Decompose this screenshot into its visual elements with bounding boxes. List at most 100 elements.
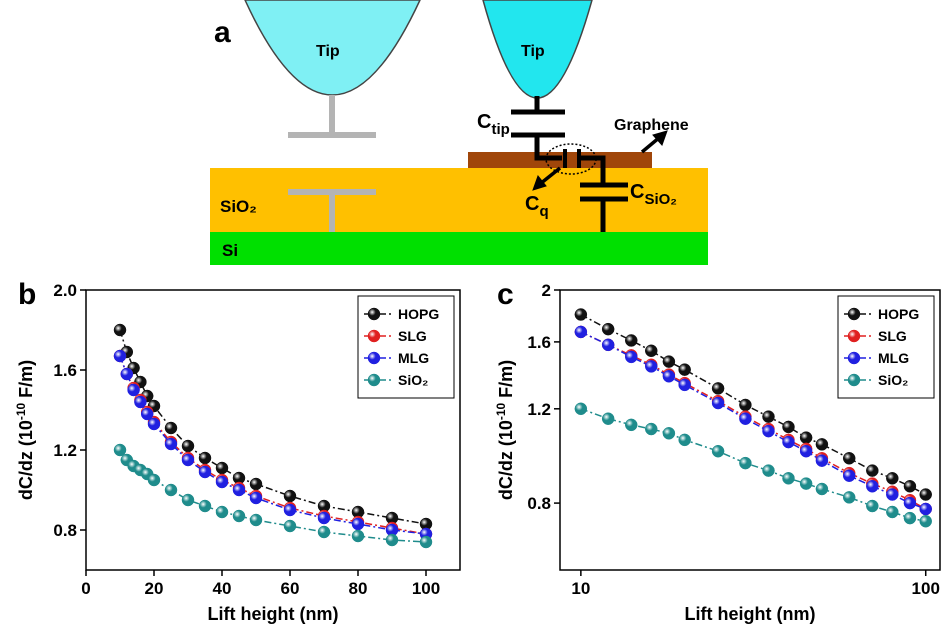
x-tick-label: 10 bbox=[571, 579, 590, 598]
data-point bbox=[128, 384, 140, 396]
y-tick-label: 1.2 bbox=[53, 441, 77, 460]
data-point bbox=[199, 466, 211, 478]
y-tick-label: 2.0 bbox=[53, 281, 77, 300]
c-sub: q bbox=[539, 203, 548, 220]
data-point bbox=[352, 530, 364, 542]
data-point bbox=[782, 436, 794, 448]
data-point bbox=[886, 489, 898, 501]
data-point bbox=[762, 411, 774, 423]
panel-label: a bbox=[214, 16, 231, 49]
y-tick-label: 1.2 bbox=[527, 400, 551, 419]
data-point bbox=[216, 506, 228, 518]
data-point bbox=[420, 536, 432, 548]
data-point bbox=[739, 457, 751, 469]
data-point bbox=[625, 351, 637, 363]
legend-label: SiO₂ bbox=[878, 372, 908, 388]
c-main: C bbox=[525, 193, 539, 215]
y-tick-label: 0.8 bbox=[53, 521, 77, 540]
c-tip-label: Ctip bbox=[477, 111, 510, 138]
data-point bbox=[114, 350, 126, 362]
data-point bbox=[800, 478, 812, 490]
data-point bbox=[762, 425, 774, 437]
data-point bbox=[663, 370, 675, 382]
y-label-sup: -10 bbox=[14, 402, 28, 420]
data-point bbox=[386, 534, 398, 546]
data-point bbox=[250, 514, 262, 526]
data-point bbox=[148, 418, 160, 430]
data-point bbox=[318, 512, 330, 524]
data-point bbox=[679, 379, 691, 391]
y-label-part: F/m) bbox=[16, 360, 36, 403]
data-point bbox=[352, 518, 364, 530]
tip-label: Tip bbox=[521, 43, 545, 60]
data-point bbox=[712, 382, 724, 394]
data-point bbox=[250, 492, 262, 504]
data-point bbox=[148, 474, 160, 486]
y-tick-label: 1.6 bbox=[527, 333, 551, 352]
diagram: a Tip Tip Ctip Graphene Cq CSiO₂ Si bbox=[210, 0, 708, 265]
data-point bbox=[182, 440, 194, 452]
legend-label: MLG bbox=[878, 350, 909, 366]
legend-marker bbox=[368, 374, 380, 386]
data-point bbox=[645, 345, 657, 357]
data-point bbox=[762, 465, 774, 477]
data-point bbox=[645, 423, 657, 435]
data-point bbox=[800, 445, 812, 457]
data-point bbox=[284, 504, 296, 516]
data-point bbox=[575, 326, 587, 338]
data-point bbox=[712, 397, 724, 409]
y-label-part: F/m) bbox=[496, 360, 516, 403]
si-label: Si bbox=[222, 241, 238, 260]
data-point bbox=[679, 434, 691, 446]
data-point bbox=[712, 445, 724, 457]
data-point bbox=[575, 309, 587, 321]
data-point bbox=[182, 494, 194, 506]
legend-label: HOPG bbox=[878, 306, 919, 322]
data-point bbox=[134, 396, 146, 408]
c-sub: SiO₂ bbox=[644, 191, 677, 208]
data-point bbox=[816, 483, 828, 495]
y-tick-label: 1.6 bbox=[53, 361, 77, 380]
x-tick-label: 80 bbox=[349, 579, 368, 598]
data-point bbox=[663, 427, 675, 439]
x-axis-label: Lift height (nm) bbox=[208, 604, 339, 624]
data-point bbox=[602, 413, 614, 425]
data-point bbox=[679, 364, 691, 376]
data-point bbox=[782, 472, 794, 484]
data-point bbox=[739, 399, 751, 411]
y-tick-label: 2 bbox=[542, 281, 551, 300]
legend-marker bbox=[848, 330, 860, 342]
data-point bbox=[886, 506, 898, 518]
data-point bbox=[216, 462, 228, 474]
y-axis-label: dC/dz (10-10 F/m) bbox=[494, 360, 516, 500]
legend-marker bbox=[848, 308, 860, 320]
data-point bbox=[920, 515, 932, 527]
data-point bbox=[816, 438, 828, 450]
data-point bbox=[575, 403, 587, 415]
graphene-label: Graphene bbox=[614, 117, 689, 134]
data-point bbox=[904, 480, 916, 492]
x-tick-label: 0 bbox=[81, 579, 90, 598]
legend-label: SiO₂ bbox=[398, 372, 428, 388]
data-point bbox=[886, 472, 898, 484]
data-point bbox=[233, 510, 245, 522]
data-point bbox=[920, 489, 932, 501]
si-layer bbox=[210, 232, 708, 265]
data-point bbox=[114, 324, 126, 336]
y-label-part: dC/dz (10 bbox=[496, 420, 516, 500]
legend-marker bbox=[368, 330, 380, 342]
legend-label: SLG bbox=[398, 328, 427, 344]
sio2-label: SiO₂ bbox=[220, 197, 257, 216]
data-point bbox=[645, 360, 657, 372]
figure: a Tip Tip Ctip Graphene Cq CSiO₂ Si bbox=[0, 0, 945, 625]
data-point bbox=[904, 512, 916, 524]
data-point bbox=[816, 455, 828, 467]
c-sub: tip bbox=[491, 121, 509, 138]
data-point bbox=[663, 356, 675, 368]
data-point bbox=[866, 500, 878, 512]
x-axis-label: Lift height (nm) bbox=[685, 604, 816, 624]
x-tick-label: 100 bbox=[912, 579, 940, 598]
panel-label: b bbox=[18, 278, 36, 311]
x-tick-label: 60 bbox=[281, 579, 300, 598]
